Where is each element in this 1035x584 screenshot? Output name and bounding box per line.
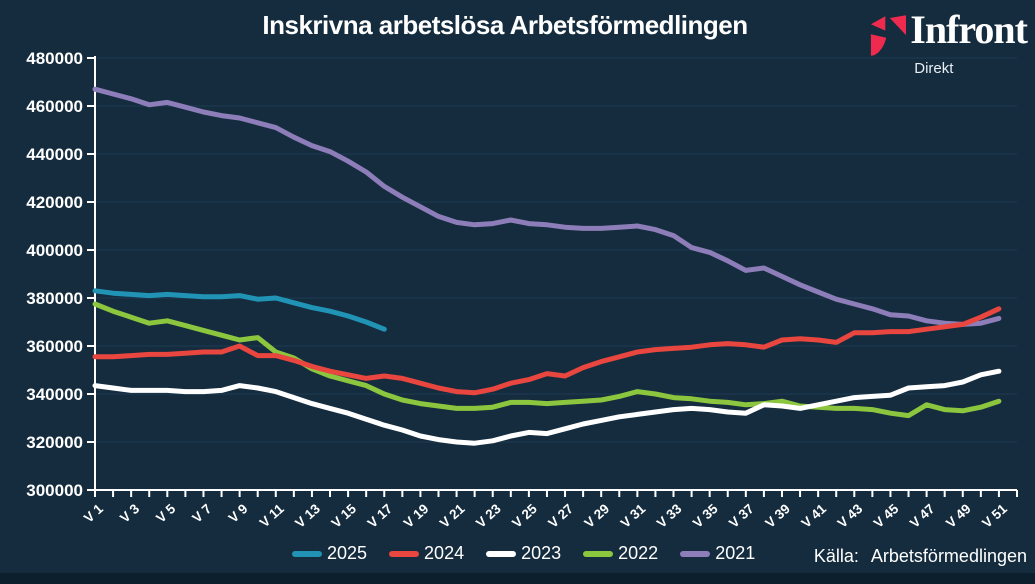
- x-axis-label: V 13: [292, 501, 323, 531]
- x-axis-label: V 11: [257, 501, 287, 531]
- bottom-strip: [0, 573, 1035, 584]
- infront-logo: Infront Direkt: [870, 7, 1028, 77]
- y-axis-label: 480000: [26, 49, 83, 68]
- y-axis-label: 440000: [26, 145, 83, 164]
- legend-item-2025: 2025: [292, 543, 367, 564]
- legend-swatch-2024: [389, 550, 420, 557]
- x-axis-label: V 39: [762, 501, 793, 531]
- legend-swatch-2025: [292, 550, 322, 557]
- legend-item-2021: 2021: [680, 543, 755, 564]
- series-line-2025: [92, 288, 387, 332]
- legend-label-2021: 2021: [715, 543, 756, 563]
- chart-legend: 2025 2024 2023 2022 2021: [292, 543, 755, 564]
- legend-label-2025: 2025: [327, 543, 368, 563]
- x-axis-label: V 41: [798, 501, 829, 531]
- x-axis-label: V 17: [365, 501, 396, 531]
- x-axis-label: V 25: [509, 501, 540, 531]
- y-axis-label: 400000: [26, 241, 83, 260]
- x-axis-label: V 31: [618, 501, 649, 531]
- legend-label-2022: 2022: [618, 543, 659, 563]
- legend-item-2023: 2023: [486, 543, 561, 564]
- y-axis-label: 320000: [26, 433, 83, 452]
- y-axis-label: 360000: [26, 337, 83, 356]
- x-axis-label: V 1: [81, 501, 106, 526]
- y-axis-label: 340000: [26, 385, 83, 404]
- x-axis-label: V 43: [835, 501, 866, 531]
- x-axis-label: V 45: [871, 501, 902, 531]
- legend-item-2024: 2024: [389, 543, 464, 564]
- series-line-2022: [92, 301, 1002, 419]
- x-axis-label: V 5: [153, 501, 178, 526]
- legend-item-2022: 2022: [583, 543, 658, 564]
- x-axis-label: V 47: [907, 501, 938, 531]
- x-axis-label: V 9: [226, 501, 251, 526]
- infront-logo-icon: [871, 15, 907, 56]
- x-axis-label: V 49: [943, 501, 974, 531]
- x-axis-label: V 7: [189, 501, 214, 526]
- x-axis-label: V 37: [726, 501, 757, 531]
- x-axis-label: V 27: [545, 501, 576, 531]
- legend-label-2023: 2023: [521, 543, 562, 563]
- y-axis-label: 380000: [26, 289, 83, 308]
- chart-title: Inskrivna arbetslösa Arbetsförmedlingen: [262, 10, 748, 40]
- series-line-2023: [92, 368, 1002, 446]
- series-line-2021: [92, 86, 1002, 327]
- series-line-2024: [92, 306, 1002, 396]
- x-axis-label: V 35: [690, 501, 721, 531]
- y-axis-label: 460000: [26, 97, 83, 116]
- infront-logo-subtext: Direkt: [914, 60, 954, 77]
- x-axis-label: V 3: [117, 501, 142, 526]
- y-axis-label: 420000: [26, 193, 83, 212]
- legend-label-2024: 2024: [424, 543, 465, 563]
- source-label: Källa:: [813, 546, 859, 566]
- x-axis-label: V 29: [582, 501, 613, 531]
- x-axis-label: V 51: [979, 501, 1010, 531]
- legend-swatch-2023: [486, 550, 517, 557]
- x-axis-label: V 23: [473, 501, 504, 531]
- source-value: Arbetsförmedlingen: [870, 546, 1027, 566]
- x-axis-label: V 15: [328, 501, 359, 531]
- legend-swatch-2022: [583, 550, 614, 557]
- x-axis-label: V 21: [437, 501, 468, 531]
- x-axis-label: V 33: [654, 501, 685, 531]
- infront-logo-text: Infront: [910, 7, 1028, 52]
- y-axis-label: 300000: [26, 481, 83, 500]
- source-note: Källa: Arbetsförmedlingen: [814, 546, 1027, 567]
- x-axis-label: V 19: [401, 501, 432, 531]
- legend-swatch-2021: [680, 550, 711, 557]
